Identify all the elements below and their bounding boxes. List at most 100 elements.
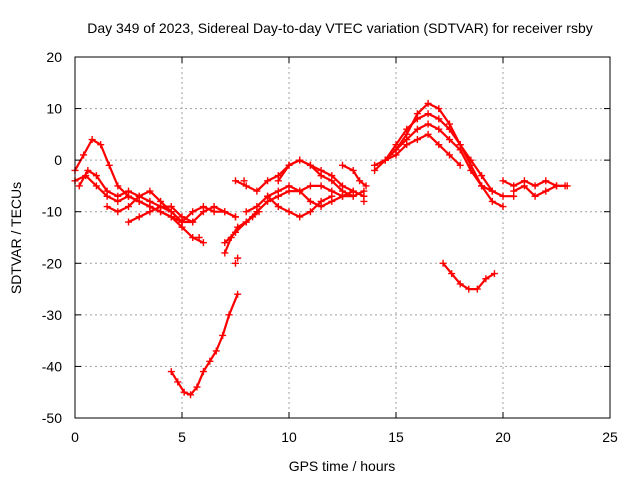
- series-15-point-3: [403, 141, 411, 149]
- series-14-point-4: [435, 125, 443, 133]
- series-14-trace: [394, 122, 494, 193]
- series-20: [341, 164, 368, 187]
- series-15-point-0: [371, 166, 379, 174]
- series-14: [394, 122, 494, 193]
- series-7-point-0: [221, 239, 229, 247]
- series-17-point-4: [553, 182, 560, 190]
- series-12-point-6: [435, 105, 443, 113]
- y-tick-label-4: -10: [42, 204, 62, 220]
- series-17-point-1: [520, 182, 528, 190]
- series-14-point-6: [456, 146, 464, 154]
- series-13-point-2: [403, 125, 411, 133]
- series-11-point-3: [306, 161, 314, 169]
- y-tick-label-7: 20: [46, 49, 62, 65]
- series-3-point-5: [125, 187, 132, 195]
- series-13-point-8: [467, 156, 475, 164]
- series-19-point-4: [249, 213, 257, 221]
- series-5-point-3: [157, 203, 165, 211]
- series-17-point-0: [510, 187, 518, 195]
- series-14-point-9: [488, 187, 496, 195]
- series-6: [170, 293, 239, 396]
- series-10-point-5: [317, 197, 325, 205]
- series-10-point-3: [296, 213, 304, 221]
- series-10-point-6: [328, 192, 336, 200]
- series-12-point-12: [499, 203, 507, 211]
- series-5-point-7: [199, 208, 207, 216]
- series-16-point-0: [499, 177, 507, 185]
- series-1-point-4: [105, 161, 113, 169]
- series-20-point-2: [356, 177, 364, 185]
- series-5-point-10: [232, 213, 239, 221]
- series-13-point-9: [478, 172, 486, 180]
- series-18-point-0: [439, 259, 447, 267]
- data-layer: [71, 99, 571, 399]
- series-8-point-0: [232, 177, 239, 185]
- x-tick-label-1: 5: [178, 429, 186, 445]
- series-13-point-3: [413, 115, 421, 123]
- series-15-point-5: [424, 130, 432, 138]
- y-tick-label-0: -50: [42, 410, 62, 426]
- x-tick-label-5: 25: [602, 429, 618, 445]
- series-14-point-7: [467, 166, 475, 174]
- series-17-trace: [512, 184, 567, 198]
- series-19-point-1: [227, 234, 235, 241]
- series-5-point-9: [221, 208, 229, 216]
- series-15-point-1: [381, 156, 389, 164]
- series-7-point-8: [306, 182, 314, 190]
- series-13-point-6: [446, 125, 453, 133]
- series-1-point-13: [199, 239, 207, 247]
- series-11-point-1: [285, 161, 293, 169]
- series-18-point-6: [490, 270, 498, 278]
- series-6-point-1: [174, 378, 182, 386]
- series-13-point-4: [424, 110, 432, 118]
- series-6-trace: [170, 293, 239, 396]
- chart-title: Day 349 of 2023, Sidereal Day-to-day VTE…: [87, 20, 593, 36]
- series-17: [512, 184, 567, 198]
- series-4-point-4: [146, 187, 154, 195]
- series-6-point-5: [199, 368, 207, 376]
- series-12-point-5: [424, 99, 432, 107]
- series-1-point-12: [189, 234, 197, 241]
- series-3-point-3: [103, 187, 111, 195]
- series-3-point-1: [84, 166, 92, 174]
- series-11-point-7: [349, 187, 357, 195]
- series-6-point-7: [212, 347, 220, 355]
- series-2-point-2: [92, 182, 100, 190]
- y-axis-label: SDTVAR / TECUs: [8, 182, 24, 294]
- series-11-point-2: [296, 156, 304, 164]
- series-4-point-2: [125, 203, 132, 211]
- series-19-point-0: [221, 249, 229, 257]
- series-11-point-5: [328, 172, 336, 180]
- series-18-point-2: [456, 280, 464, 288]
- y-tick-label-3: -20: [42, 255, 62, 271]
- series-10-point-4: [306, 208, 314, 216]
- tick-layer: 0 5 10 15 20 25 -50 -40 -30 -20 -10 0 10 20: [42, 49, 618, 445]
- series-4-point-3: [135, 192, 143, 200]
- grid-layer: [75, 57, 610, 418]
- series-18-trace: [442, 262, 496, 291]
- series-9-point-5: [296, 187, 304, 195]
- series-9-point-1: [253, 203, 261, 211]
- series-4-point-0: [103, 203, 111, 211]
- series-6-point-0: [167, 368, 175, 376]
- series-1-point-1: [80, 151, 88, 159]
- series-15-point-2: [392, 151, 400, 159]
- series-5-point-6: [189, 218, 197, 226]
- series-13-point-11: [499, 192, 507, 200]
- series-10-point-2: [285, 208, 293, 216]
- y-tick-label-5: 0: [54, 152, 62, 168]
- series-10-point-0: [264, 192, 272, 200]
- series-5-point-5: [178, 213, 186, 221]
- series-1-point-3: [97, 141, 105, 149]
- series-13-point-5: [435, 115, 443, 123]
- series-12-point-11: [488, 197, 496, 205]
- isolated-point-3: [195, 234, 203, 241]
- series-9-point-6: [306, 197, 314, 205]
- series-20-trace: [341, 164, 368, 187]
- series-4-point-1: [114, 208, 122, 216]
- series-6-point-6: [206, 357, 214, 365]
- series-16-point-3: [531, 182, 539, 190]
- series-3-point-4: [114, 192, 122, 200]
- series-16-point-4: [542, 177, 550, 185]
